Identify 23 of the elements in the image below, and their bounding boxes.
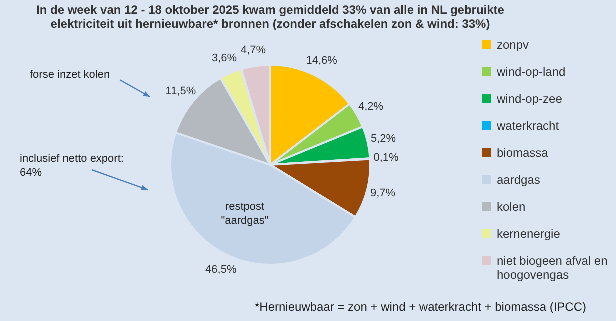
data-label: 0,1% [374, 152, 400, 164]
data-label: 14,6% [306, 54, 338, 67]
text: forse inzet kolen [30, 68, 112, 82]
legend-label: zonpv [497, 38, 530, 52]
legend-label: niet biogeen afval en hoogovengas [497, 254, 608, 282]
data-label: 3,6% [212, 52, 238, 65]
data-label: 5,2% [370, 132, 396, 145]
legend-label: wind-op-zee [496, 92, 563, 106]
data-label: 11,5% [166, 85, 196, 98]
legend-label: biomassa [497, 146, 549, 160]
text: restpost "aardgas" [220, 200, 270, 228]
legend-label: aardgas [497, 173, 540, 187]
data-label: 4,7% [240, 44, 266, 56]
text: inclusief netto export: 64% [20, 152, 125, 180]
legend-label: wind-op-land [496, 65, 566, 79]
data-label: 4,2% [358, 101, 384, 114]
data-label: 46,5% [206, 264, 237, 276]
data-label: 9,7% [370, 187, 396, 200]
text: *Hernieuwbaar = zon + wind + waterkracht + biomassa (IPCC) [255, 300, 588, 314]
legend-label: kolen [497, 200, 526, 214]
legend-label: kernenergie [497, 227, 561, 241]
chart-title: In de week van 12 - 18 oktober 2025 kwam gemiddeld 33% van alle in NL gebruikte elektriciteit uit hernieuwbare* bronnen (zonder afschakelen zon & wind: 33%) [36, 3, 505, 31]
legend-label: waterkracht [496, 119, 560, 133]
